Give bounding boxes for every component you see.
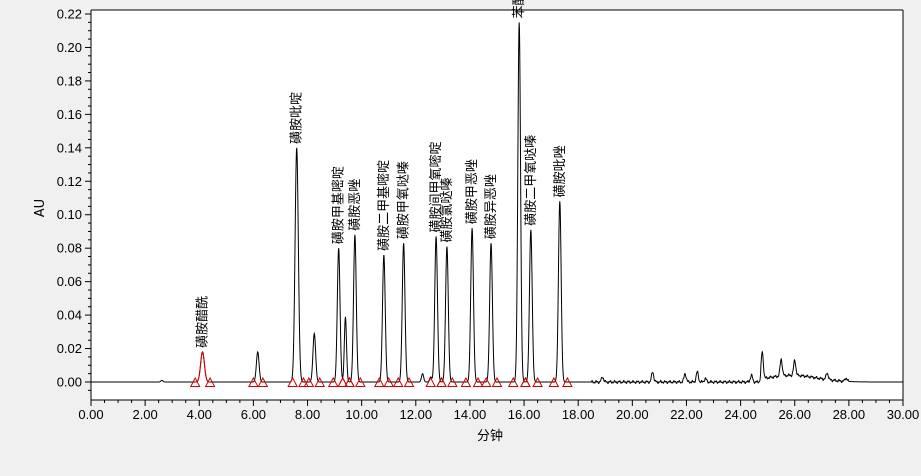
x-tick-label: 10.00 <box>345 407 378 422</box>
x-axis-title: 分钟 <box>477 428 503 444</box>
y-tick-label: 0.04 <box>57 308 82 323</box>
x-tick-label: 26.00 <box>778 407 811 422</box>
peak-boundary-marker <box>532 376 543 387</box>
y-tick-label: 0.12 <box>57 174 82 189</box>
peak-label: 磺胺甲基嘧啶 <box>332 166 347 244</box>
y-tick-label: 0.06 <box>57 274 82 289</box>
peak-label: 苯酰磺胺 <box>512 0 527 18</box>
peak-label: 磺胺异恶唑 <box>483 174 499 239</box>
y-tick-label: 0.18 <box>57 73 82 88</box>
plot-area <box>91 10 903 400</box>
x-tick-label: 28.00 <box>833 407 866 422</box>
peak-boundary-marker <box>480 376 492 387</box>
x-tick-label: 20.00 <box>616 407 649 422</box>
peak-boundary-marker <box>189 376 201 387</box>
x-tick-label: 14.00 <box>454 407 487 422</box>
peak-label: 磺胺甲恶唑 <box>464 159 480 224</box>
x-tick-label: 6.00 <box>241 407 266 422</box>
peak-label: 磺胺二甲氧哒嗪 <box>523 135 539 226</box>
integrated-peak-outline <box>195 351 211 383</box>
y-tick-label: 0.10 <box>57 207 82 222</box>
y-tick-label: 0.20 <box>57 40 82 55</box>
peak-boundary-marker <box>383 376 395 387</box>
y-axis-title: AU <box>33 199 48 217</box>
y-tick-label: 0.14 <box>57 140 82 155</box>
peak-boundary-marker <box>298 376 309 387</box>
x-tick-label: 0.00 <box>78 407 103 422</box>
peak-boundary-marker <box>491 376 503 387</box>
peak-boundary-marker <box>327 376 339 387</box>
peak-label: 磺胺恶唑 <box>347 179 363 231</box>
y-tick-label: 0.02 <box>57 341 82 356</box>
peak-label: 磺胺间甲氧嘧啶 <box>429 141 444 232</box>
x-tick-label: 12.00 <box>400 407 433 422</box>
y-tick-label: 0.00 <box>57 375 82 390</box>
x-tick-label: 8.00 <box>295 407 320 422</box>
y-tick-label: 0.08 <box>57 241 82 256</box>
x-tick-label: 2.00 <box>132 407 157 422</box>
peak-boundary-marker <box>436 376 447 387</box>
x-tick-label: 18.00 <box>562 407 595 422</box>
x-tick-label: 24.00 <box>724 407 757 422</box>
x-tick-label: 4.00 <box>187 407 212 422</box>
trace-layer <box>91 22 903 385</box>
peak-boundary-marker <box>248 376 259 387</box>
peak-boundary-marker <box>344 376 355 387</box>
integration-markers <box>189 351 573 387</box>
peak-boundary-marker <box>403 376 415 387</box>
chromatogram-trace <box>91 22 903 385</box>
peak-boundary-marker <box>548 376 560 387</box>
peak-boundary-marker <box>314 376 326 387</box>
peak-label: 磺胺醋酰 <box>195 296 211 348</box>
peak-boundary-marker <box>373 376 385 387</box>
peak-boundary-marker <box>303 376 315 387</box>
peak-label: 磺胺氯哒嗪 <box>439 177 455 242</box>
peak-boundary-marker <box>425 376 437 387</box>
peak-boundary-marker <box>472 376 484 387</box>
x-tick-label: 30.00 <box>887 407 920 422</box>
peak-label: 磺胺甲氧哒嗪 <box>396 161 412 239</box>
peak-label: 磺胺吡唑 <box>552 145 568 197</box>
x-tick-label: 22.00 <box>670 407 703 422</box>
peak-boundary-marker <box>507 376 519 387</box>
y-tick-label: 0.16 <box>57 107 82 122</box>
peak-boundary-marker <box>287 376 298 387</box>
peak-boundary-marker <box>447 376 458 387</box>
y-tick-label: 0.22 <box>57 7 82 22</box>
peak-label: 磺胺吡啶 <box>290 92 305 144</box>
peak-label: 磺胺二甲基嘧啶 <box>377 160 392 251</box>
x-tick-label: 16.00 <box>508 407 541 422</box>
peak-boundary-marker <box>257 376 269 387</box>
peak-boundary-marker <box>392 376 404 387</box>
peak-boundary-marker <box>337 376 349 387</box>
peak-boundary-marker <box>204 376 216 387</box>
peak-boundary-marker <box>460 376 472 387</box>
peak-boundary-marker <box>520 376 531 387</box>
peak-boundary-marker <box>354 376 366 387</box>
axes: 0.00 2.00 4.00 6.00 8.00 10.00 12.00 14.00 16.00… <box>57 7 920 423</box>
peak-boundary-marker <box>562 376 573 387</box>
